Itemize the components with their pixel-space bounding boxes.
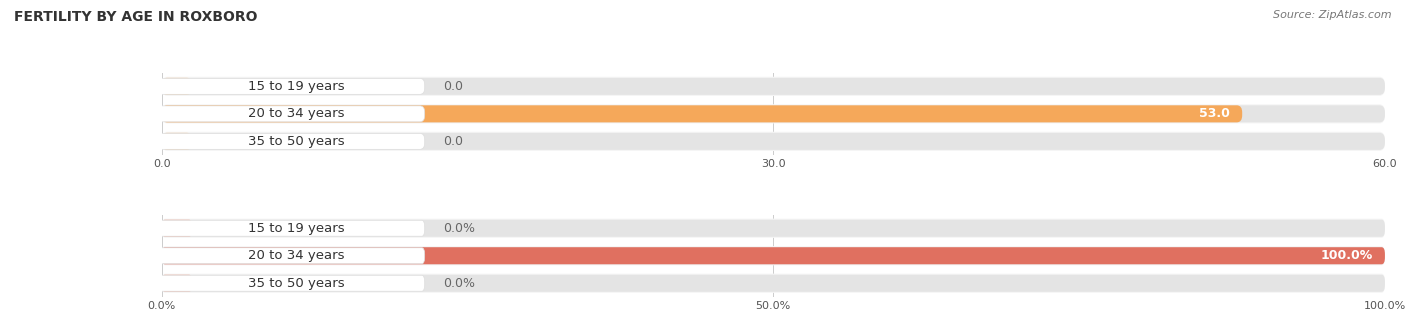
FancyBboxPatch shape [162, 104, 1385, 123]
FancyBboxPatch shape [156, 106, 425, 122]
Text: 15 to 19 years: 15 to 19 years [247, 80, 344, 93]
Text: Source: ZipAtlas.com: Source: ZipAtlas.com [1274, 10, 1392, 20]
Text: FERTILITY BY AGE IN ROXBORO: FERTILITY BY AGE IN ROXBORO [14, 10, 257, 24]
Text: 35 to 50 years: 35 to 50 years [247, 135, 344, 148]
Text: 100.0%: 100.0% [1320, 249, 1372, 262]
FancyBboxPatch shape [156, 275, 425, 291]
FancyBboxPatch shape [156, 133, 425, 149]
FancyBboxPatch shape [162, 78, 1385, 95]
FancyBboxPatch shape [162, 220, 193, 237]
Text: 20 to 34 years: 20 to 34 years [247, 107, 344, 120]
FancyBboxPatch shape [156, 248, 425, 264]
FancyBboxPatch shape [162, 247, 1385, 264]
FancyBboxPatch shape [162, 77, 1385, 96]
FancyBboxPatch shape [162, 133, 1385, 150]
FancyBboxPatch shape [162, 275, 193, 292]
FancyBboxPatch shape [162, 105, 1385, 122]
FancyBboxPatch shape [162, 78, 193, 95]
FancyBboxPatch shape [162, 246, 1385, 265]
FancyBboxPatch shape [162, 274, 1385, 293]
FancyBboxPatch shape [156, 78, 425, 94]
Text: 0.0: 0.0 [443, 135, 463, 148]
Text: 0.0%: 0.0% [443, 222, 475, 235]
Text: 0.0: 0.0 [443, 80, 463, 93]
Text: 15 to 19 years: 15 to 19 years [247, 222, 344, 235]
FancyBboxPatch shape [156, 220, 425, 236]
FancyBboxPatch shape [162, 132, 1385, 151]
Text: 53.0: 53.0 [1199, 107, 1230, 120]
Text: 0.0%: 0.0% [443, 277, 475, 290]
FancyBboxPatch shape [162, 133, 193, 150]
FancyBboxPatch shape [162, 105, 1243, 122]
FancyBboxPatch shape [162, 220, 1385, 237]
Text: 20 to 34 years: 20 to 34 years [247, 249, 344, 262]
FancyBboxPatch shape [162, 247, 1385, 264]
FancyBboxPatch shape [162, 275, 1385, 292]
FancyBboxPatch shape [162, 219, 1385, 238]
Text: 35 to 50 years: 35 to 50 years [247, 277, 344, 290]
